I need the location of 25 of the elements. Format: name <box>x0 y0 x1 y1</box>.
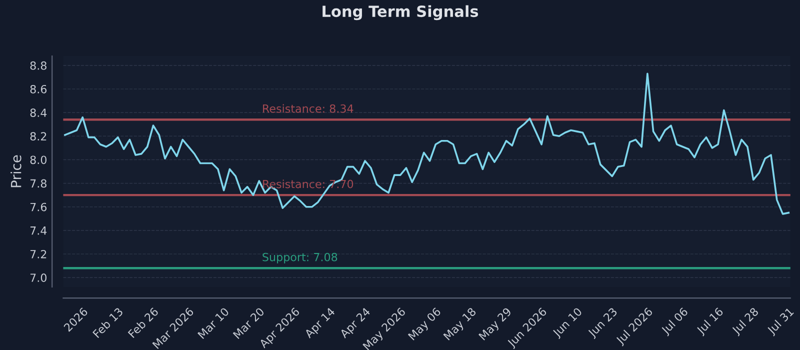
y-tick-label: 7.0 <box>30 274 46 282</box>
y-tick-label: 8.2 <box>30 132 46 141</box>
x-tick-label: Jul 28 <box>730 306 760 336</box>
y-tick-label: 7.2 <box>30 250 46 258</box>
y-tick-label: 7.8 <box>30 179 46 188</box>
x-tick-label: Mar 20 <box>232 307 265 340</box>
line-series <box>64 72 790 215</box>
y-tick-label: 8.8 <box>30 61 46 70</box>
x-tick-label: Mar 10 <box>197 307 230 340</box>
x-tick-label: Jul 16 <box>696 306 726 336</box>
x-tick-label: Jul 06 <box>660 306 690 336</box>
chart-title: Long Term Signals <box>322 5 478 20</box>
x-tick-label: Feb 26 <box>128 306 159 338</box>
x-tick-label: Feb 13 <box>92 307 124 338</box>
y-tick-label: 8.0 <box>30 156 46 164</box>
y-tick-label: 7.4 <box>30 226 47 235</box>
y-tick-label: 7.6 <box>30 202 47 212</box>
ref-line-label: Support: 7.08 <box>262 252 338 264</box>
x-tick-label: Jul 31 <box>766 307 796 336</box>
y-axis-title: Price <box>10 155 22 188</box>
ref-line-label: Resistance: 8.34 <box>263 104 354 113</box>
y-tick-label: 8.6 <box>30 84 47 94</box>
x-tick-label: Apr 14 <box>304 307 337 340</box>
y-tick-label: 8.4 <box>30 108 47 117</box>
x-tick-label: Jun 10 <box>552 307 584 340</box>
